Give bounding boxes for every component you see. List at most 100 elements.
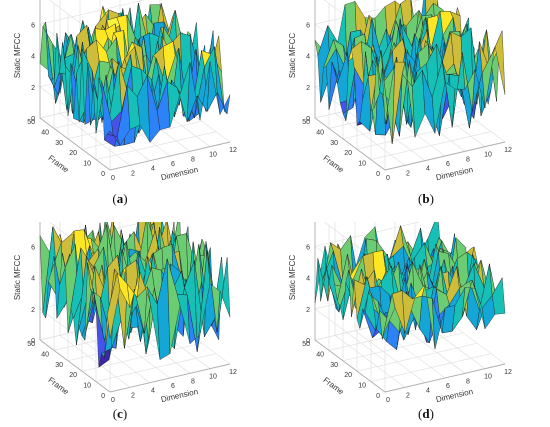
dimension-tick-label: 0 — [111, 397, 115, 404]
frame-tick-label: 40 — [316, 129, 324, 136]
tick-labels: 0246801020304050024681012 — [302, 22, 512, 182]
frame-tick-label: 40 — [41, 129, 49, 136]
axis-line — [384, 363, 506, 393]
frame-tick-label: 20 — [344, 150, 352, 157]
z-tick-label: 4 — [306, 54, 310, 61]
dimension-axis-label: Dimension — [435, 165, 474, 182]
axis-lines — [314, 0, 506, 171]
axis-line — [314, 339, 386, 393]
frame-axis-label: Frame — [47, 375, 71, 396]
dimension-tick-label: 4 — [426, 166, 430, 173]
caption-a: (a) — [112, 191, 128, 206]
frame-tick-label: 20 — [69, 372, 77, 379]
frame-tick-label: 20 — [69, 150, 77, 157]
panel-d: 0246801020304050024681012Static MFCCFram… — [275, 186, 550, 412]
z-tick-label: 4 — [31, 54, 35, 61]
frame-axis-label: Frame — [322, 153, 346, 174]
frame-tick-label: 10 — [358, 161, 366, 168]
z-tick-label: 2 — [31, 307, 35, 314]
axis-line — [109, 141, 231, 171]
dimension-tick-label: 4 — [151, 388, 155, 395]
z-axis-label: Static MFCC — [288, 33, 297, 79]
surface-plot-c: 0246801020304050024681012Static MFCCFram… — [13, 186, 237, 404]
dimension-tick-label: 0 — [111, 175, 115, 182]
dimension-tick-label: 12 — [504, 369, 512, 376]
surface-mesh — [314, 0, 506, 145]
dimension-tick-label: 0 — [386, 175, 390, 182]
surface-facet — [217, 92, 231, 115]
dimension-tick-label: 4 — [151, 166, 155, 173]
axis-lines — [314, 215, 506, 393]
caption-b: (b) — [418, 191, 434, 206]
z-tick-label: 6 — [306, 22, 310, 29]
dimension-gridline — [59, 0, 131, 166]
axis-line — [314, 117, 386, 171]
dimension-tick-label: 12 — [229, 369, 237, 376]
frame-axis-label: Frame — [322, 375, 346, 396]
z-tick-label: 0 — [31, 116, 35, 123]
surface-plot-b: 0246801020304050024681012Static MFCCFram… — [288, 0, 512, 182]
frame-axis-label: Frame — [47, 153, 71, 174]
surface-plot-d: 0246801020304050024681012Static MFCCFram… — [288, 186, 512, 404]
surface-mesh — [314, 214, 506, 350]
dimension-tick-label: 8 — [191, 378, 195, 385]
frame-tick-label: 0 — [376, 171, 380, 178]
surface-plot-a: 0246801020304050024681012Static MFCCFram… — [13, 0, 237, 182]
frame-tick-label: 30 — [55, 140, 63, 147]
dimension-tick-label: 10 — [484, 152, 492, 159]
dimension-tick-label: 6 — [446, 383, 450, 390]
frame-tick-label: 0 — [376, 393, 380, 400]
z-tick-label: 2 — [31, 85, 35, 92]
frame-tick-label: 30 — [330, 140, 338, 147]
frame-tick-label: 50 — [27, 341, 35, 348]
frame-tick-label: 40 — [316, 351, 324, 358]
tick-labels: 0246801020304050024681012 — [27, 22, 237, 182]
dimension-tick-label: 2 — [131, 392, 135, 399]
surface-facet — [217, 257, 231, 333]
panel-b: 0246801020304050024681012Static MFCCFram… — [275, 0, 550, 190]
frame-tick-label: 10 — [83, 161, 91, 168]
z-tick-label: 2 — [306, 85, 310, 92]
panel-a: 0246801020304050024681012Static MFCCFram… — [0, 0, 275, 190]
dimension-tick-label: 2 — [131, 170, 135, 177]
dimension-axis-label: Dimension — [160, 165, 199, 182]
dimension-tick-label: 0 — [386, 397, 390, 404]
surface-facet — [492, 30, 506, 95]
frame-tick-label: 10 — [83, 383, 91, 390]
dimension-tick-label: 12 — [504, 147, 512, 154]
dimension-gridline — [334, 0, 406, 166]
caption-d: (d) — [418, 406, 434, 421]
z-tick-label: 6 — [31, 244, 35, 251]
dimension-tick-label: 10 — [209, 152, 217, 159]
dimension-tick-label: 8 — [466, 378, 470, 385]
dimension-tick-label: 12 — [229, 147, 237, 154]
frame-tick-label: 30 — [330, 362, 338, 369]
z-tick-label: 0 — [31, 338, 35, 345]
dimension-tick-label: 10 — [484, 374, 492, 381]
z-axis-label: Static MFCC — [288, 255, 297, 301]
z-tick-label: 4 — [31, 276, 35, 283]
dimension-tick-label: 6 — [171, 383, 175, 390]
dimension-axis-label: Dimension — [160, 387, 199, 404]
z-tick-label: 6 — [306, 244, 310, 251]
dimension-tick-label: 10 — [209, 374, 217, 381]
dimension-tick-label: 4 — [426, 388, 430, 395]
z-tick-label: 6 — [31, 22, 35, 29]
axis-line — [39, 339, 111, 393]
frame-tick-label: 20 — [344, 372, 352, 379]
frame-tick-label: 0 — [101, 171, 105, 178]
caption-c: (c) — [112, 406, 128, 421]
surface-facet — [492, 277, 506, 315]
dimension-axis-label: Dimension — [435, 387, 474, 404]
frame-tick-label: 50 — [302, 341, 310, 348]
z-tick-label: 2 — [306, 307, 310, 314]
z-axis-label: Static MFCC — [13, 33, 22, 79]
z-tick-label: 0 — [306, 338, 310, 345]
axis-line — [39, 117, 111, 171]
dimension-tick-label: 6 — [446, 161, 450, 168]
dimension-tick-label: 2 — [406, 392, 410, 399]
dimension-tick-label: 8 — [191, 156, 195, 163]
z-tick-label: 0 — [306, 116, 310, 123]
dimension-tick-label: 2 — [406, 170, 410, 177]
surface-mesh — [39, 2, 231, 147]
